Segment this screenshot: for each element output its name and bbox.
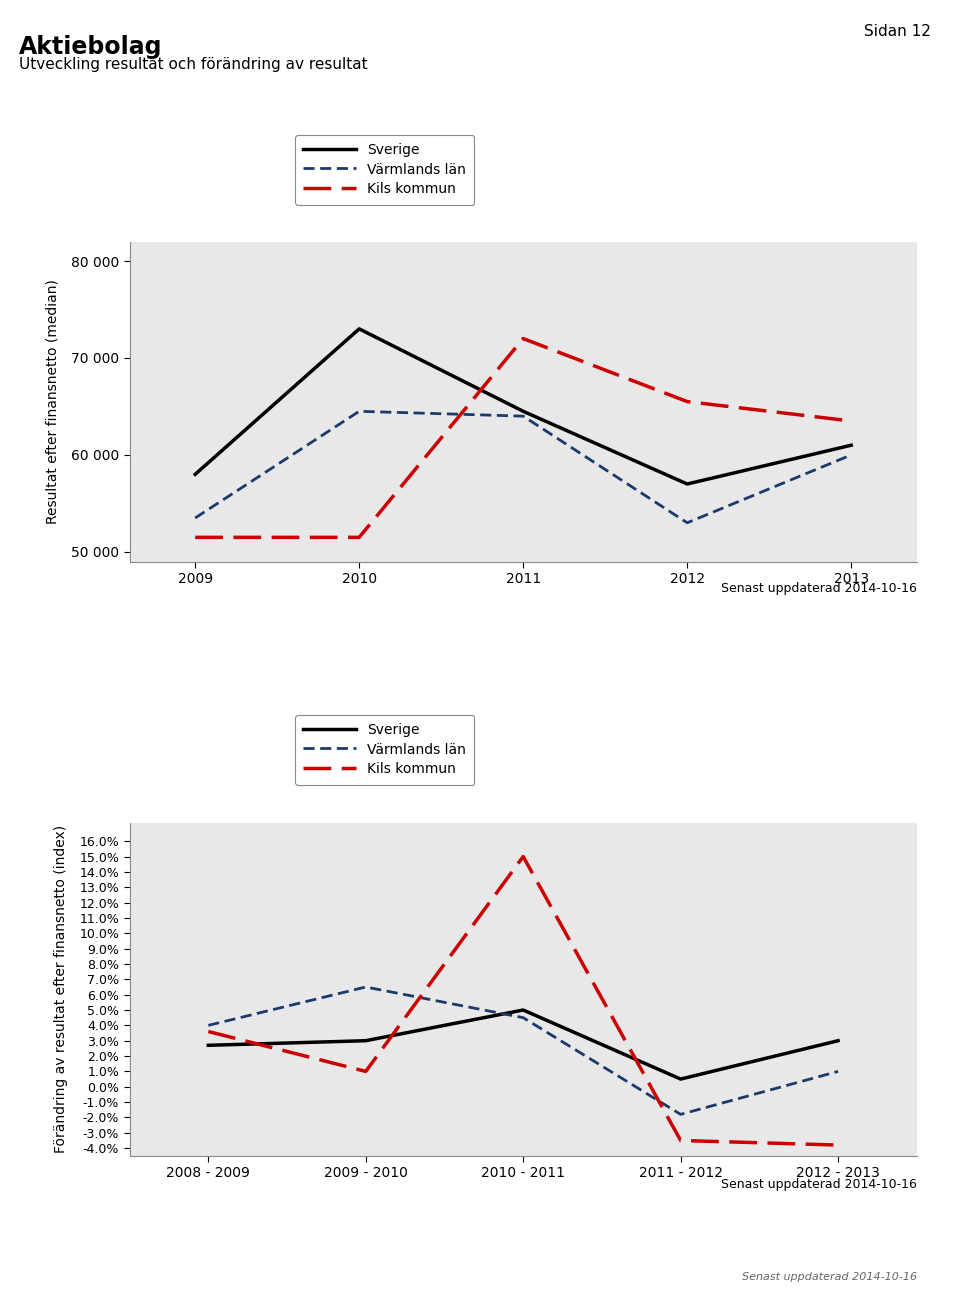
Legend: Sverige, Värmlands län, Kils kommun: Sverige, Värmlands län, Kils kommun: [295, 714, 474, 785]
Y-axis label: Förändring av resultat efter finansnetto (index): Förändring av resultat efter finansnetto…: [54, 825, 68, 1153]
Text: Sidan 12: Sidan 12: [864, 24, 931, 38]
Y-axis label: Resultat efter finansnetto (median): Resultat efter finansnetto (median): [46, 279, 60, 524]
Text: Senast uppdaterad 2014-10-16: Senast uppdaterad 2014-10-16: [742, 1272, 917, 1282]
Text: Utveckling resultat och förändring av resultat: Utveckling resultat och förändring av re…: [19, 57, 368, 72]
Text: Aktiebolag: Aktiebolag: [19, 35, 162, 59]
Legend: Sverige, Värmlands län, Kils kommun: Sverige, Värmlands län, Kils kommun: [295, 135, 474, 205]
Text: Senast uppdaterad 2014-10-16: Senast uppdaterad 2014-10-16: [721, 1178, 917, 1191]
Text: Senast uppdaterad 2014-10-16: Senast uppdaterad 2014-10-16: [721, 582, 917, 596]
